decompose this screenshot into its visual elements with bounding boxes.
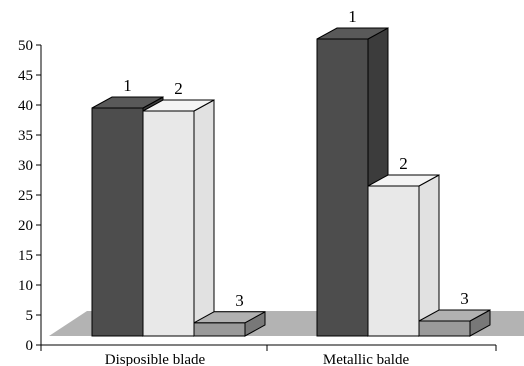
bar-top xyxy=(91,96,164,109)
bar-label: 1 xyxy=(123,76,132,95)
bar-label: 2 xyxy=(174,79,183,98)
y-tick-label: 15 xyxy=(18,248,33,264)
bar-front xyxy=(418,320,471,337)
bar-top xyxy=(367,174,440,187)
bar-top xyxy=(316,27,389,40)
bar xyxy=(193,310,266,337)
bar xyxy=(142,99,215,337)
bar-label: 2 xyxy=(399,154,408,173)
y-tick-label: 5 xyxy=(26,308,34,324)
bar-front xyxy=(193,322,246,337)
bar xyxy=(367,174,440,337)
bar-top xyxy=(418,309,491,322)
bar-front xyxy=(316,38,369,337)
y-tick-label: 10 xyxy=(18,278,33,294)
y-tick-label: 35 xyxy=(18,128,33,144)
bar-side xyxy=(193,99,215,337)
bar-label: 3 xyxy=(235,291,244,310)
bar-front xyxy=(367,185,420,337)
bar-front xyxy=(142,110,195,337)
bar-label: 3 xyxy=(460,289,469,308)
bar-top xyxy=(193,311,266,324)
y-tick-label: 20 xyxy=(18,218,33,234)
y-tick-label: 45 xyxy=(18,68,33,84)
y-tick-label: 30 xyxy=(18,158,33,174)
x-tick-label: Metallic balde xyxy=(323,352,410,366)
y-tick-label: 50 xyxy=(18,38,33,54)
y-tick-label: 40 xyxy=(18,98,33,114)
y-tick-label: 0 xyxy=(26,338,34,354)
y-tick-label: 25 xyxy=(18,188,33,204)
bar-label: 1 xyxy=(348,7,357,26)
x-tick-label: Disposible blade xyxy=(105,352,206,366)
bar-top xyxy=(142,99,215,112)
bar xyxy=(418,309,491,337)
bar-front xyxy=(91,107,144,337)
